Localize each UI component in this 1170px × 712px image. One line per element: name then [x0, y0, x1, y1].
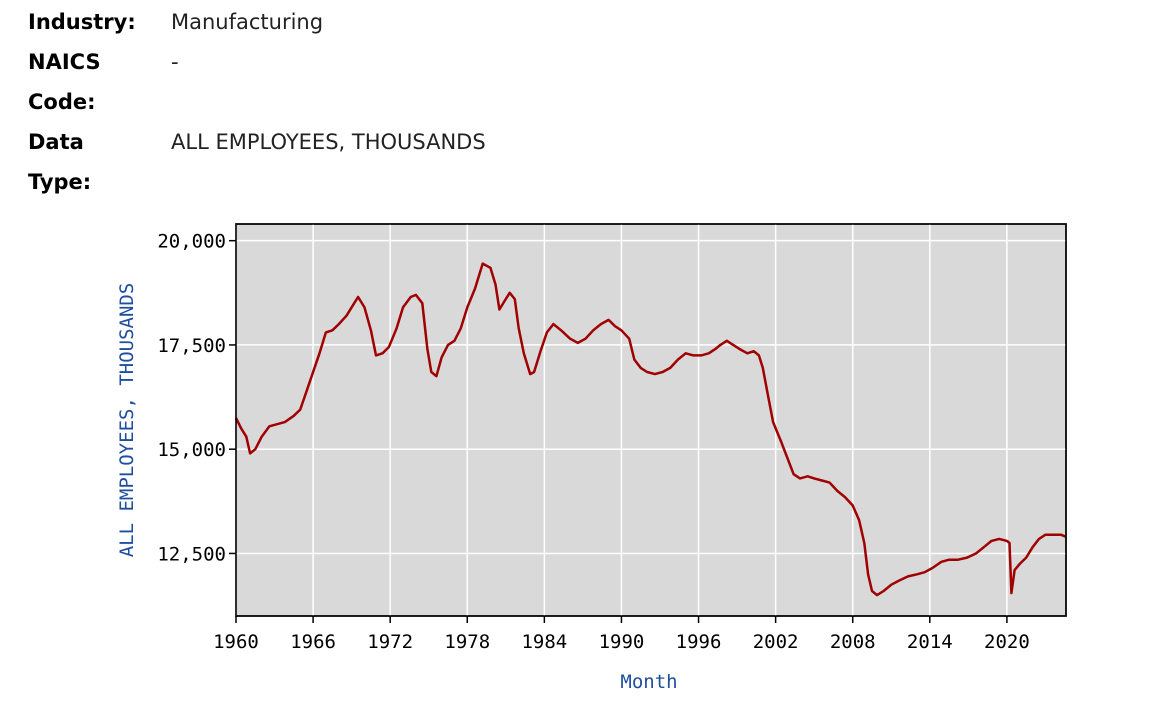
naics-code-label-line1: NAICS — [28, 50, 101, 74]
data-type-label-line2: Type: — [28, 170, 92, 194]
y-axis: 12,500 15,000 17,500 20,000 — [157, 231, 236, 565]
x-tick-label: 2020 — [984, 631, 1030, 653]
data-type-value: ALL EMPLOYEES, THOUSANDS — [171, 130, 486, 154]
naics-code-label: NAICS Code: — [28, 42, 171, 122]
x-tick-label: 1960 — [213, 631, 259, 653]
series-metadata: Industry: Manufacturing NAICS Code: - Da… — [28, 2, 648, 202]
series-group — [234, 262, 1067, 597]
data-type-label: Data Type: — [28, 122, 171, 202]
x-tick-label: 1966 — [290, 631, 336, 653]
x-tick-label: 2002 — [753, 631, 799, 653]
plot-area — [235, 223, 1067, 617]
series-line — [234, 262, 1067, 597]
naics-code-row: NAICS Code: - — [28, 42, 648, 122]
industry-value: Manufacturing — [171, 10, 324, 34]
industry-row: Industry: Manufacturing — [28, 2, 648, 42]
y-axis-title: ALL EMPLOYEES, THOUSANDS — [116, 283, 138, 558]
data-type-row: Data Type: ALL EMPLOYEES, THOUSANDS — [28, 122, 648, 202]
data-type-label-line1: Data — [28, 130, 84, 154]
x-tick-label: 1996 — [676, 631, 722, 653]
naics-code-value: - — [171, 50, 179, 74]
x-tick-label: 1990 — [599, 631, 645, 653]
plot-border — [235, 223, 1067, 617]
y-tick-label: 20,000 — [157, 231, 226, 253]
x-tick-label: 2008 — [830, 631, 876, 653]
y-tick-label: 12,500 — [157, 543, 226, 565]
x-axis: 1960 1966 1972 1978 1984 1990 1996 2002 2008 2014… — [213, 616, 1030, 653]
naics-code-label-line2: Code: — [28, 90, 96, 114]
y-tick-label: 15,000 — [157, 439, 226, 461]
x-tick-label: 2014 — [907, 631, 953, 653]
y-tick-label: 17,500 — [157, 335, 226, 357]
x-tick-label: 1972 — [367, 631, 413, 653]
x-axis-title: Month — [620, 671, 677, 693]
x-tick-label: 1984 — [521, 631, 567, 653]
x-tick-label: 1978 — [444, 631, 490, 653]
industry-label: Industry: — [28, 10, 136, 34]
